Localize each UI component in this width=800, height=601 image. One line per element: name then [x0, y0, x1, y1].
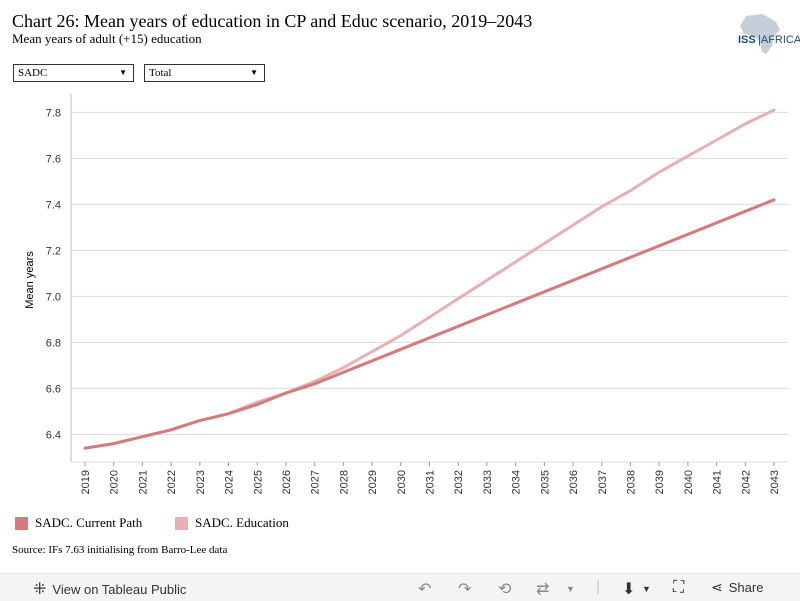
download-dropdown-icon[interactable]: ▼: [642, 584, 651, 594]
y-tick-label: 7.6: [46, 153, 61, 165]
share-icon: ⋖: [711, 579, 723, 595]
x-tick-label: 2036: [568, 470, 580, 494]
legend-item-education[interactable]: SADC. Education: [175, 515, 289, 531]
x-tick-label: 2022: [166, 470, 178, 494]
y-axis-label: Mean years: [24, 251, 36, 309]
group-filter-value: Total: [149, 67, 172, 79]
series-line: [83, 198, 776, 450]
iss-africa-logo: ISS |AFRICA: [736, 12, 800, 56]
legend-label-current-path: SADC. Current Path: [35, 515, 143, 530]
y-tick-label: 6.8: [46, 337, 61, 349]
chevron-down-icon: ▼: [250, 68, 258, 77]
x-tick-label: 2029: [367, 470, 379, 494]
y-tick-label: 7.8: [46, 107, 61, 119]
series-line: [83, 108, 776, 450]
legend-item-current-path[interactable]: SADC. Current Path: [15, 515, 142, 531]
undo-icon[interactable]: ↶: [418, 581, 432, 598]
x-tick-label: 2030: [396, 470, 408, 494]
x-tick-label: 2025: [252, 470, 264, 494]
y-tick-label: 7.0: [46, 291, 61, 303]
x-tick-label: 2028: [338, 470, 350, 494]
x-tick-label: 2027: [310, 470, 322, 494]
tableau-toolbar: ⁜ View on Tableau Public ↶ ↷ ⟲ ⇄ ▼ | ⬇ ▼…: [0, 573, 800, 601]
redo-icon[interactable]: ↷: [458, 581, 472, 598]
source-note: Source: IFs 7.63 initialising from Barro…: [12, 544, 228, 556]
revert-icon[interactable]: ⟲: [498, 581, 512, 598]
pause-dropdown-icon[interactable]: ▼: [566, 584, 575, 594]
svg-text:|AFRICA: |AFRICA: [758, 34, 800, 46]
y-tick-label: 6.4: [46, 429, 61, 441]
x-tick-label: 2024: [224, 470, 236, 494]
legend-swatch-education: [175, 516, 188, 530]
x-tick-label: 2037: [597, 470, 609, 494]
download-icon[interactable]: ⬇: [622, 581, 636, 598]
x-tick-label: 2034: [511, 470, 523, 494]
legend-swatch-current-path: [15, 516, 28, 530]
chevron-down-icon: ▼: [119, 68, 127, 77]
x-tick-label: 2023: [195, 470, 207, 494]
y-tick-label: 7.4: [46, 199, 61, 211]
line-chart: 6.4 6.6 6.8 7.0 7.2 7.4 7.6 7.8 2019 2020 2021 2022…: [24, 94, 788, 494]
x-tick-label: 2031: [425, 470, 437, 494]
region-filter-value: SADC: [18, 67, 48, 79]
y-tick-label: 7.2: [46, 245, 61, 257]
x-tick-label: 2041: [712, 470, 724, 494]
x-tick-label: 2019: [80, 470, 92, 494]
refresh-icon[interactable]: ⇄: [536, 581, 550, 598]
chart-subtitle: Mean years of adult (+15) education: [12, 31, 202, 46]
fullscreen-icon[interactable]: ⛶: [673, 579, 685, 596]
group-filter-dropdown[interactable]: Total ▼: [144, 64, 265, 82]
x-tick-label: 2020: [109, 470, 121, 494]
view-on-tableau-label: View on Tableau Public: [52, 581, 187, 597]
region-filter-dropdown[interactable]: SADC ▼: [13, 64, 134, 82]
x-tick-label: 2039: [654, 470, 666, 494]
share-button[interactable]: ⋖ Share: [711, 579, 763, 596]
tableau-logo-icon: ⁜: [33, 581, 47, 598]
x-tick-label: 2035: [539, 470, 551, 494]
x-tick-label: 2026: [281, 470, 293, 494]
legend-label-education: SADC. Education: [195, 515, 289, 530]
toolbar-divider: |: [596, 578, 601, 595]
x-tick-label: 2032: [453, 470, 465, 494]
chart-title: Chart 26: Mean years of education in CP …: [12, 11, 533, 31]
y-tick-label: 6.6: [46, 383, 61, 395]
svg-text:ISS: ISS: [738, 34, 756, 46]
x-tick-label: 2021: [137, 470, 149, 494]
x-tick-label: 2038: [625, 470, 637, 494]
x-tick-label: 2042: [740, 470, 752, 494]
x-tick-label: 2043: [769, 470, 781, 494]
share-label: Share: [728, 580, 764, 595]
africa-map-icon: ISS |AFRICA: [738, 14, 800, 54]
view-on-tableau-link[interactable]: ⁜ View on Tableau Public: [33, 579, 186, 599]
x-tick-label: 2040: [683, 470, 695, 494]
x-tick-label: 2033: [482, 470, 494, 494]
